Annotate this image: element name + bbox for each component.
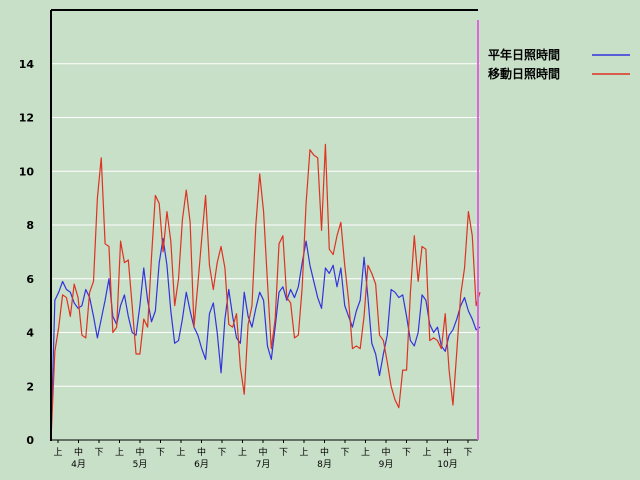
month-label: 9月 <box>379 459 394 470</box>
legend-label: 移動日照時間 <box>488 66 560 81</box>
month-label: 6月 <box>194 459 209 470</box>
x-tick-label: 上 <box>422 447 431 458</box>
y-tick-label: 4 <box>26 327 34 340</box>
month-labels: 4月 5月 6月 7月 8月 9月 10月 <box>71 459 458 470</box>
x-tick-label: 上 <box>176 447 185 458</box>
y-tick-label: 8 <box>26 219 34 232</box>
x-tick-label: 下 <box>463 448 472 458</box>
x-tick-label: 中 <box>74 446 83 458</box>
x-tick-label: 下 <box>340 448 349 458</box>
month-label: 7月 <box>256 459 271 470</box>
x-tick-label: 中 <box>320 446 329 458</box>
x-tick-label: 上 <box>53 447 62 458</box>
month-label: 4月 <box>71 459 86 470</box>
month-label: 10月 <box>437 459 457 470</box>
y-axis-ticks: 0 2 4 6 8 10 12 14 <box>19 58 35 447</box>
x-tick-label: 下 <box>156 448 165 458</box>
series-layer <box>50 143 481 441</box>
x-tick-label: 中 <box>197 446 206 458</box>
y-tick-label: 12 <box>19 112 34 125</box>
y-tick-label: 0 <box>26 434 34 447</box>
y-tick-label: 14 <box>19 58 35 71</box>
series-line-1 <box>50 143 481 441</box>
legend-label: 平年日照時間 <box>488 47 560 62</box>
x-tick-label: 中 <box>135 446 144 458</box>
y-tick-label: 10 <box>19 165 35 178</box>
x-tick-label: 下 <box>402 448 411 458</box>
month-label: 8月 <box>317 459 332 470</box>
x-tick-label: 下 <box>94 448 103 458</box>
x-tick-label: 中 <box>443 446 452 458</box>
x-tick-label: 中 <box>381 446 390 458</box>
x-tick-label: 下 <box>217 448 226 458</box>
x-tick-label: 上 <box>361 447 370 458</box>
y-tick-label: 6 <box>26 273 34 286</box>
x-tick-label: 上 <box>238 447 247 458</box>
series-line-0 <box>50 237 481 441</box>
grid-lines <box>51 63 480 387</box>
x-tick-label: 上 <box>299 447 308 458</box>
x-axis-ticks: 上中下上中下上中下上中下上中下上中下上中下 <box>53 440 473 458</box>
x-tick-label: 上 <box>115 447 124 458</box>
x-tick-label: 下 <box>279 448 288 458</box>
y-tick-label: 2 <box>26 380 34 393</box>
month-label: 5月 <box>133 459 148 470</box>
x-tick-label: 中 <box>258 446 267 458</box>
